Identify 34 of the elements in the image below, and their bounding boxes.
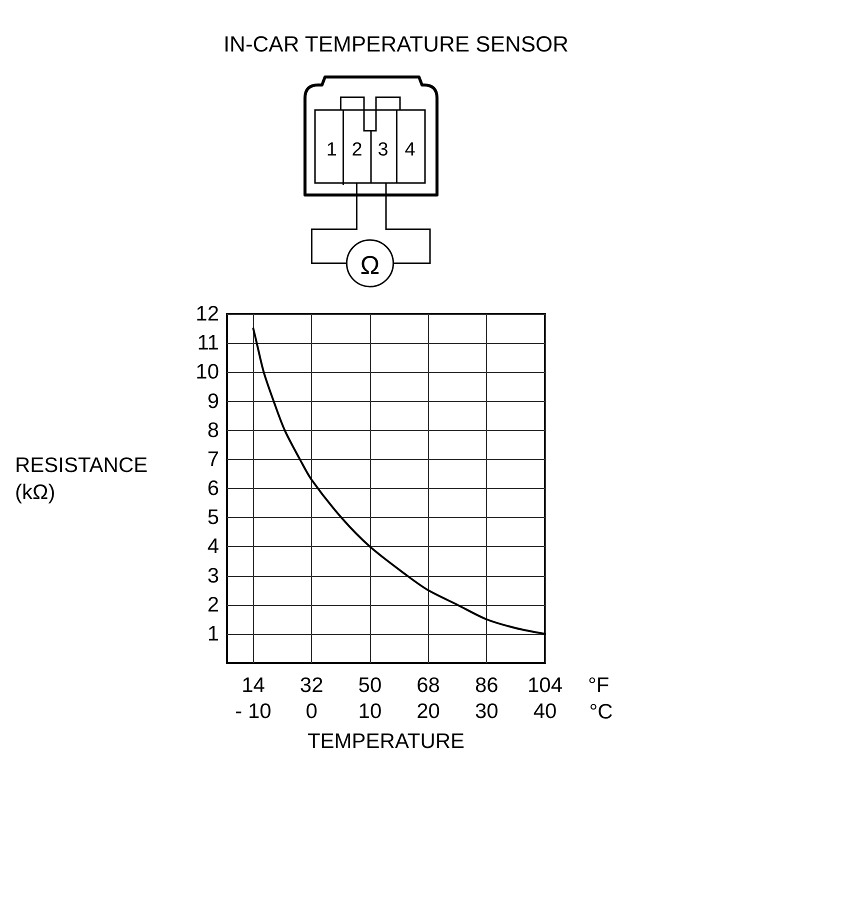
x-tick-label: 40 bbox=[533, 700, 557, 723]
y-tick-label: 8 bbox=[207, 418, 219, 442]
text: 4 bbox=[404, 140, 416, 160]
x-tick-label: - 10 bbox=[235, 700, 272, 723]
x-tick-label: 0 bbox=[306, 700, 318, 723]
text: °C bbox=[589, 700, 613, 724]
y-tick-label: 9 bbox=[207, 390, 219, 413]
x2-tick-label: 32 bbox=[300, 674, 324, 697]
y-tick-label: 10 bbox=[196, 360, 219, 384]
text: Ω bbox=[360, 250, 380, 280]
text: 2 bbox=[352, 140, 362, 160]
y-tick-label: 12 bbox=[196, 302, 219, 326]
text: 1 bbox=[326, 140, 337, 160]
y-tick-label: 5 bbox=[207, 506, 219, 530]
x2-tick-label: 104 bbox=[527, 674, 563, 697]
chart-title: IN-CAR TEMPERATURE SENSOR bbox=[223, 32, 569, 56]
y-tick-label: 11 bbox=[197, 332, 219, 355]
x2-tick-label: 14 bbox=[242, 674, 266, 697]
x2-tick-label: 68 bbox=[416, 674, 440, 697]
x2-tick-label: 86 bbox=[474, 674, 498, 697]
x2-tick-label: 50 bbox=[358, 674, 382, 697]
text: 3 bbox=[378, 140, 388, 160]
x-axis-title: TEMPERATURE bbox=[307, 730, 465, 753]
y-tick-label: 1 bbox=[207, 622, 219, 646]
y-tick-label: 6 bbox=[207, 477, 219, 500]
x-tick-label: 10 bbox=[358, 700, 382, 723]
y-axis-title: RESISTANCE (kΩ) bbox=[15, 454, 148, 504]
x-tick-label: 30 bbox=[474, 700, 498, 723]
y-tick-label: 2 bbox=[207, 593, 219, 616]
y-tick-label: 7 bbox=[207, 448, 219, 471]
x2-axis-title: °F bbox=[588, 674, 610, 697]
y-tick-label: 3 bbox=[207, 564, 219, 588]
y-tick-label: 4 bbox=[207, 535, 220, 558]
x-tick-label: 20 bbox=[416, 700, 440, 723]
